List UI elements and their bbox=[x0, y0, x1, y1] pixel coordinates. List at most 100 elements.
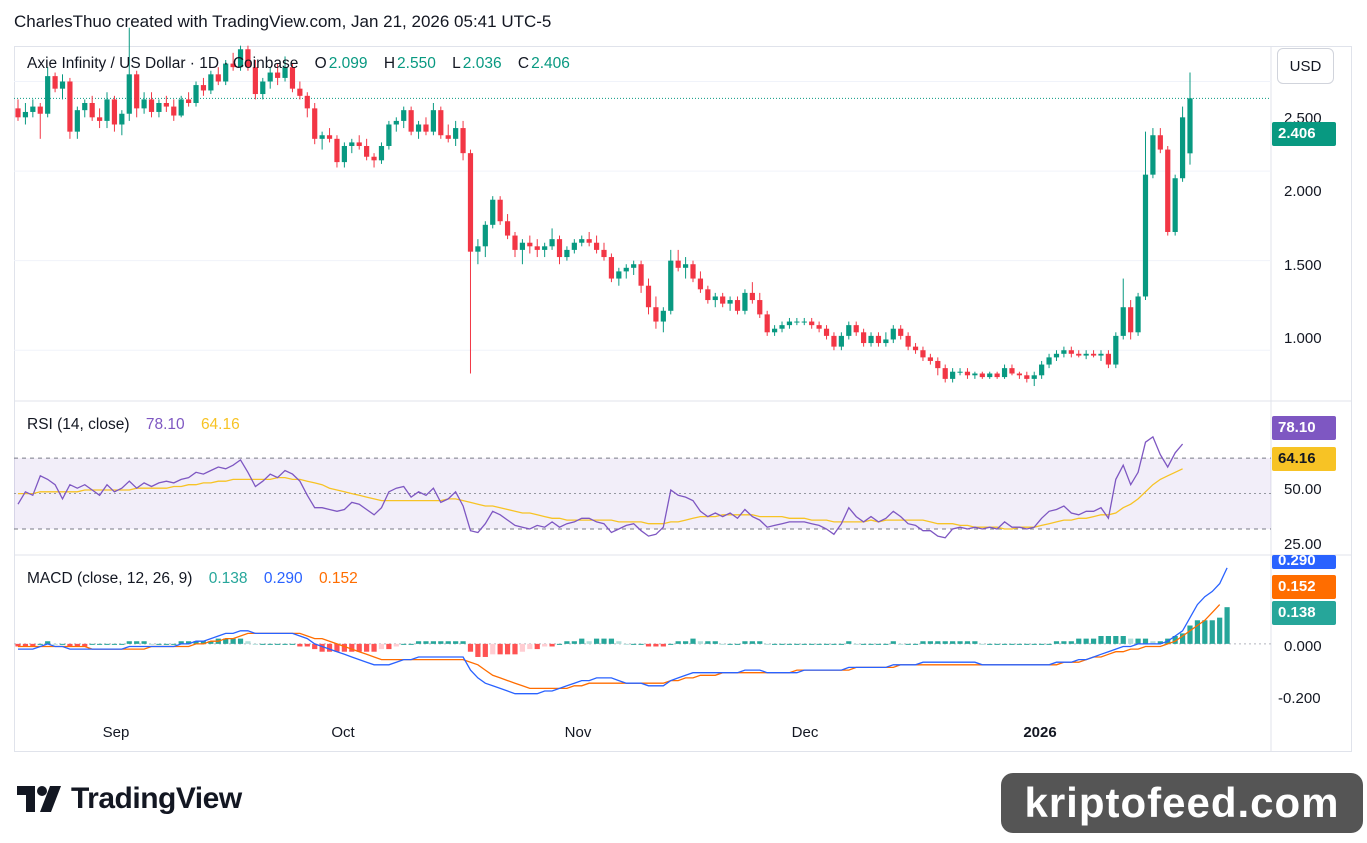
candle-body bbox=[504, 221, 511, 236]
candle-body bbox=[764, 314, 770, 333]
candle-body bbox=[601, 249, 607, 258]
candle-body bbox=[326, 135, 333, 139]
macd-histogram-bar bbox=[430, 641, 436, 644]
candle-body bbox=[408, 110, 414, 132]
macd-histogram-bar bbox=[638, 643, 644, 645]
macd-histogram-bar bbox=[905, 643, 911, 645]
candle-body bbox=[1150, 135, 1156, 175]
candle-body bbox=[282, 67, 288, 78]
macd-histogram-bar bbox=[408, 643, 414, 645]
macd-histogram-bar bbox=[1217, 617, 1223, 644]
candle-body bbox=[1068, 350, 1074, 354]
macd-histogram-bar bbox=[1172, 636, 1178, 644]
macd-price-tag: 0.290 bbox=[1272, 555, 1336, 569]
candle-body bbox=[712, 296, 718, 301]
candle-body bbox=[59, 81, 66, 89]
candle-body bbox=[1128, 307, 1134, 333]
macd-histogram-bar bbox=[809, 643, 815, 645]
macd-histogram-bar bbox=[682, 641, 689, 644]
candle-body bbox=[972, 373, 978, 376]
macd-histogram-bar bbox=[912, 643, 919, 645]
rsi-tick: 25.00 bbox=[1284, 536, 1322, 553]
macd-histogram-bar bbox=[757, 641, 763, 644]
macd-histogram-bar bbox=[1224, 607, 1230, 644]
close-value: 2.406 bbox=[531, 55, 570, 72]
candle-body bbox=[697, 278, 704, 290]
macd-histogram-bar bbox=[631, 643, 637, 645]
macd-histogram-bar bbox=[15, 643, 21, 647]
candle-body bbox=[1157, 135, 1163, 150]
candle-body bbox=[37, 106, 43, 114]
candle-body bbox=[846, 325, 852, 336]
macd-histogram-bar bbox=[890, 641, 896, 644]
macd-histogram-bar bbox=[45, 641, 51, 644]
candle-body bbox=[772, 328, 778, 333]
candle-body bbox=[1053, 353, 1060, 358]
macd-histogram-bar bbox=[52, 643, 58, 645]
candle-body bbox=[682, 264, 689, 268]
candle-body bbox=[364, 145, 370, 157]
rsi-price-tag: 78.10 bbox=[1272, 416, 1336, 440]
candle-body bbox=[1083, 353, 1089, 356]
macd-histogram-bar bbox=[534, 643, 540, 650]
candle-body bbox=[1024, 375, 1030, 379]
symbol-title: Axie Infinity / US Dollar · 1D · Coinbas… bbox=[27, 55, 299, 72]
candle-body bbox=[1009, 368, 1015, 374]
macd-histogram-bar bbox=[312, 643, 318, 650]
macd-histogram-bar bbox=[542, 643, 548, 647]
candle-body bbox=[96, 117, 103, 121]
candle-body bbox=[668, 260, 674, 311]
macd-histogram-bar bbox=[475, 643, 481, 657]
macd-histogram-bar bbox=[1105, 636, 1112, 644]
macd-histogram-bar bbox=[608, 638, 615, 644]
macd-histogram-bar bbox=[734, 643, 741, 645]
macd-title: MACD (close, 12, 26, 9) bbox=[27, 570, 193, 587]
macd-histogram-bar bbox=[223, 638, 229, 644]
candle-body bbox=[586, 239, 592, 243]
candle-body bbox=[631, 264, 637, 268]
macd-histogram-bar bbox=[393, 643, 399, 647]
macd-histogram-bar bbox=[564, 641, 570, 644]
candle-body bbox=[564, 249, 570, 258]
macd-histogram-bar bbox=[846, 641, 852, 644]
macd-histogram-bar bbox=[660, 643, 666, 647]
candle-body bbox=[252, 67, 258, 95]
candle-body bbox=[593, 242, 600, 250]
candle-body bbox=[542, 246, 548, 250]
candle-body bbox=[890, 328, 896, 340]
tradingview-logo[interactable]: TradingView bbox=[17, 782, 242, 816]
candle-body bbox=[942, 368, 948, 379]
macd-histogram-bar bbox=[482, 643, 488, 657]
macd-tick: 0.000 bbox=[1284, 638, 1322, 655]
candle-body bbox=[453, 128, 459, 139]
currency-button[interactable]: USD bbox=[1277, 48, 1334, 84]
macd-histogram-bar bbox=[742, 641, 748, 644]
macd-histogram-bar bbox=[1135, 638, 1141, 644]
chart-credit: CharlesThuo created with TradingView.com… bbox=[14, 12, 552, 31]
macd-histogram-bar bbox=[1179, 633, 1186, 644]
candle-body bbox=[208, 74, 214, 91]
candle-body bbox=[950, 371, 956, 379]
macd-histogram-bar bbox=[616, 641, 622, 644]
candle-body bbox=[430, 110, 436, 132]
candle-body bbox=[927, 357, 933, 361]
candle-body bbox=[1076, 353, 1082, 356]
macd-histogram-bar bbox=[349, 643, 355, 652]
candle-body bbox=[334, 138, 340, 163]
candle-body bbox=[15, 108, 21, 118]
macd-histogram-bar bbox=[171, 643, 177, 645]
candle-body bbox=[319, 135, 325, 139]
candle-body bbox=[111, 99, 118, 125]
macd-histogram-bar bbox=[245, 641, 251, 644]
macd-histogram-bar bbox=[126, 641, 132, 644]
macd-histogram-bar bbox=[67, 643, 73, 647]
macd-histogram-bar bbox=[794, 643, 800, 645]
candle-body bbox=[875, 335, 882, 344]
candle-body bbox=[556, 239, 563, 258]
candle-body bbox=[838, 335, 844, 347]
rsi-value: 78.10 bbox=[145, 416, 185, 433]
macd-histogram-bar bbox=[497, 643, 503, 655]
macd-histogram-bar bbox=[1031, 643, 1037, 645]
macd-histogram-bar bbox=[134, 641, 140, 644]
